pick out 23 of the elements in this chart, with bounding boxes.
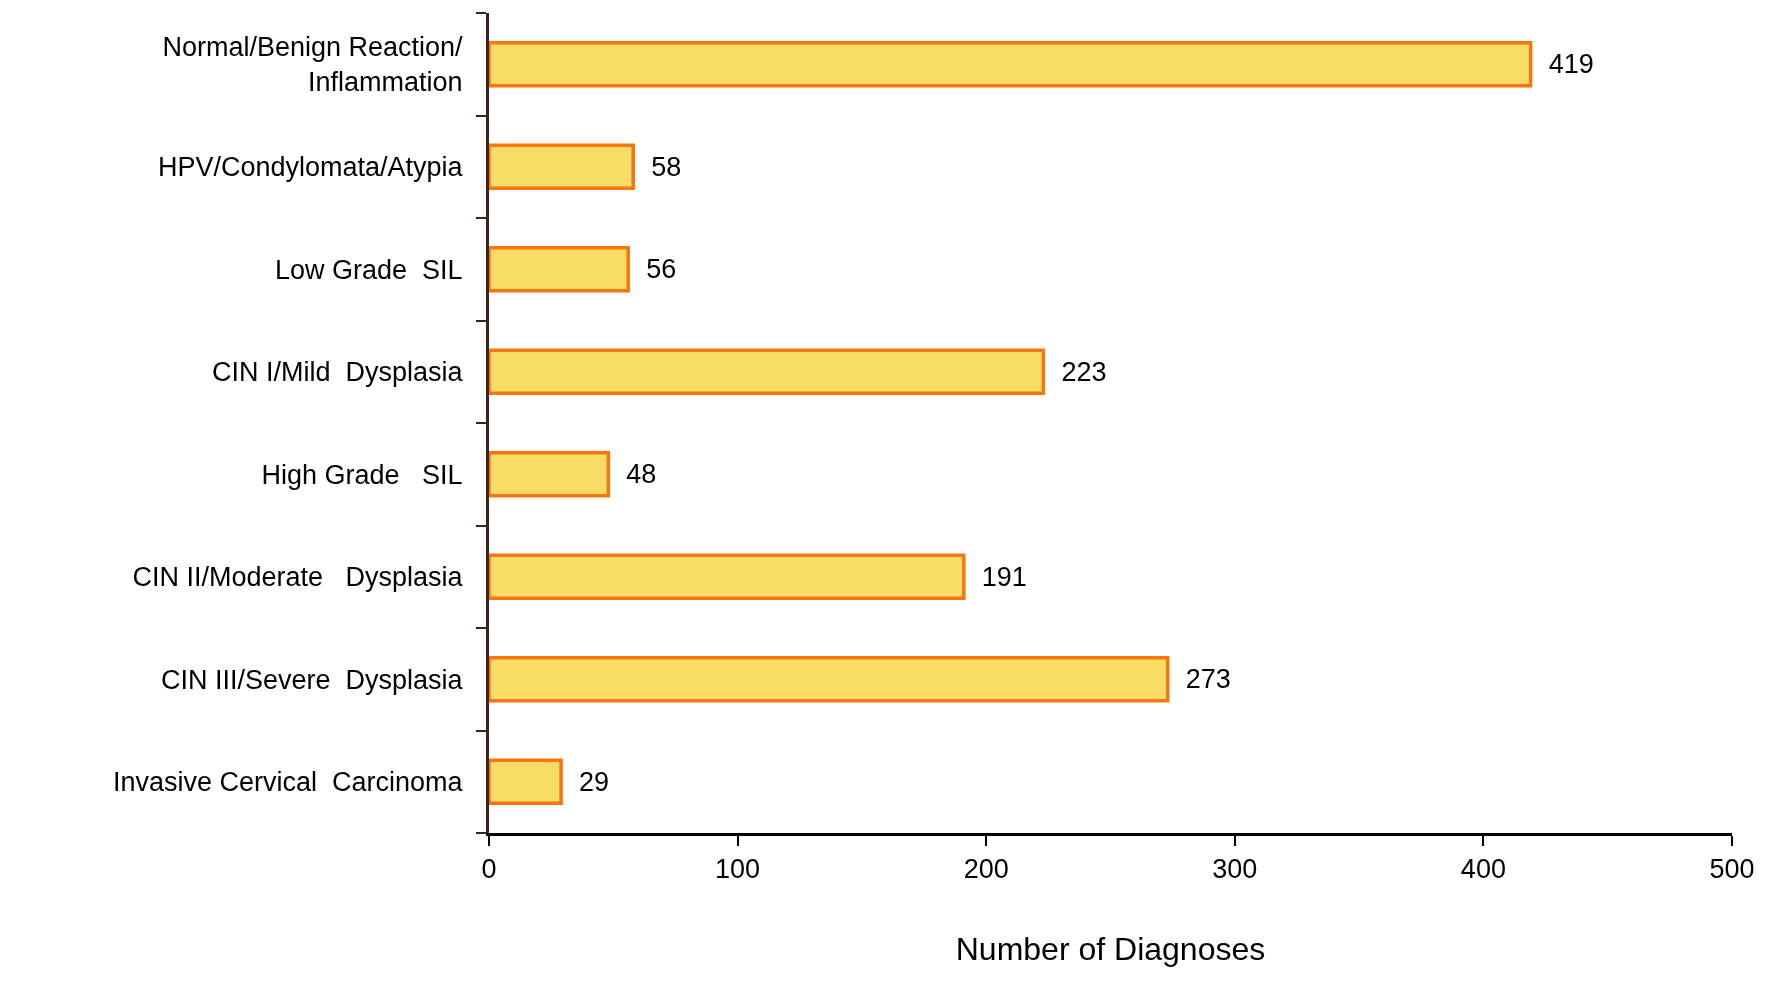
x-tick-label: 400 — [1460, 854, 1506, 885]
x-tick-label: 500 — [1709, 854, 1755, 885]
data-label: 56 — [631, 254, 677, 285]
data-label: 419 — [1533, 49, 1594, 80]
y-tick-label: CIN III/Severe Dysplasia — [160, 664, 464, 695]
x-axis-title: Number of Diagnoses — [955, 931, 1266, 968]
x-tick-label: 0 — [481, 854, 497, 885]
data-label: 58 — [636, 151, 682, 182]
data-label: 29 — [564, 766, 610, 797]
data-label: 273 — [1170, 664, 1231, 695]
data-label: 191 — [966, 561, 1027, 592]
y-tick-label: Normal/Benign Reaction/ Inflammation — [162, 32, 464, 98]
y-tick-label: Invasive Cervical Carcinoma — [112, 767, 464, 798]
data-label: 223 — [1046, 356, 1107, 387]
x-tick-label: 100 — [715, 854, 761, 885]
y-tick-label: High Grade SIL — [261, 459, 463, 490]
y-tick-label: Low Grade SIL — [274, 254, 463, 285]
y-tick-label: CIN II/Moderate Dysplasia — [132, 562, 464, 593]
data-label: 48 — [611, 459, 657, 490]
x-tick-label: 200 — [963, 854, 1009, 885]
y-tick-label: HPV/Condylomata/Atypia — [157, 152, 464, 183]
x-tick-label: 300 — [1212, 854, 1258, 885]
y-tick-label: CIN I/Mild Dysplasia — [212, 357, 464, 388]
